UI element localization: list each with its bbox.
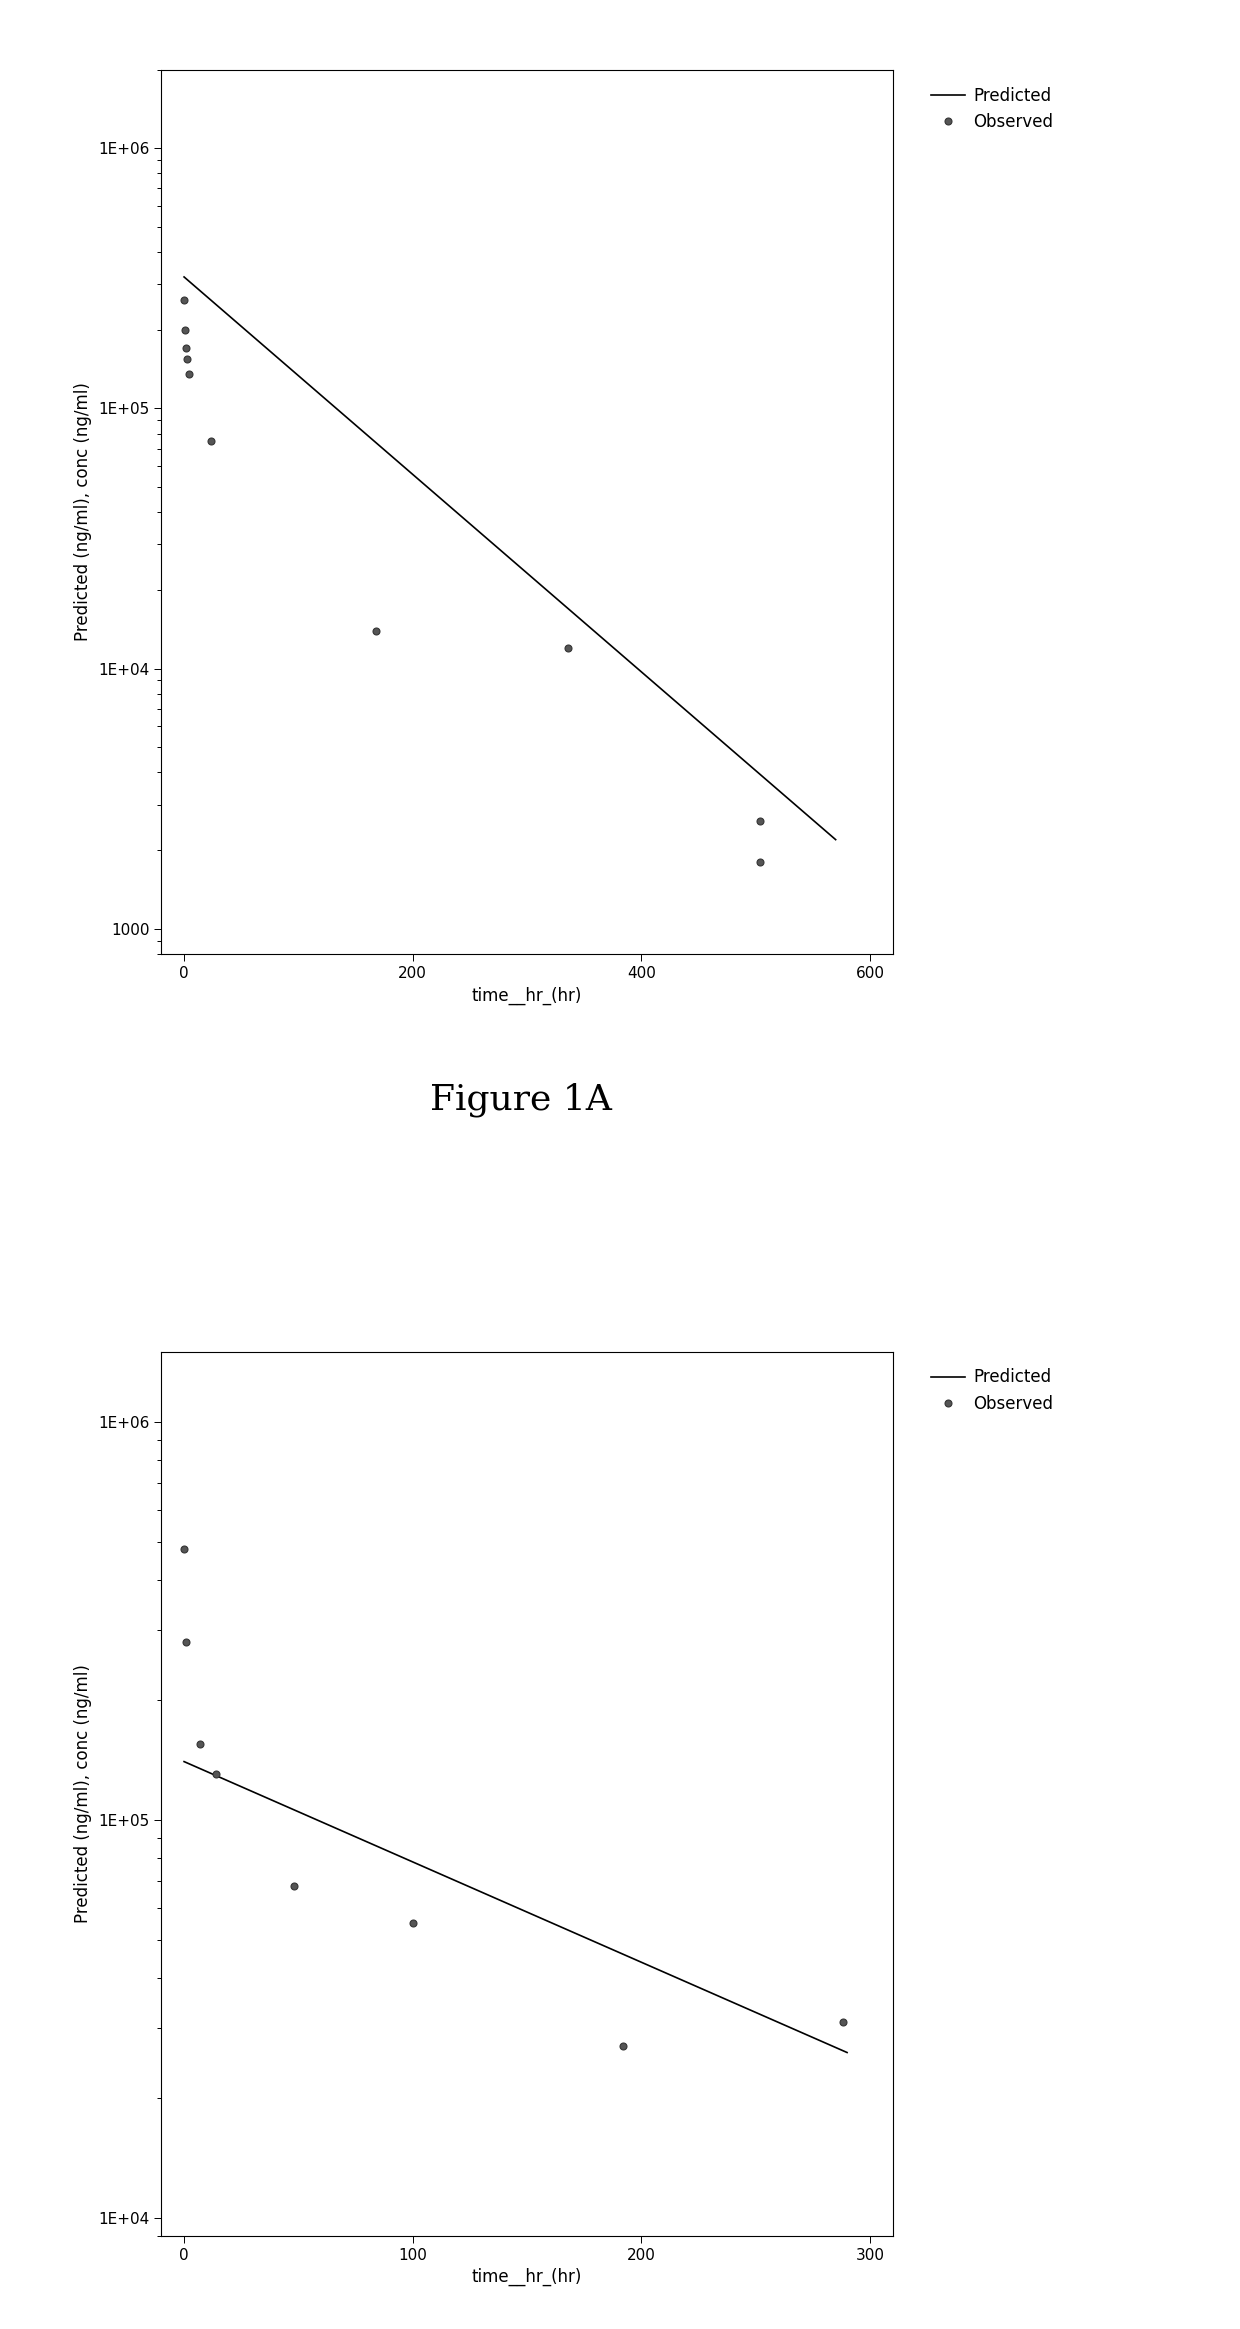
Observed xyxy=(180,345,195,373)
Observed xyxy=(176,286,191,314)
Line: Observed: Observed xyxy=(181,296,764,866)
Observed xyxy=(560,633,575,661)
Y-axis label: Predicted (ng/ml), conc (ng/ml): Predicted (ng/ml), conc (ng/ml) xyxy=(74,1665,93,1924)
Observed xyxy=(205,426,219,454)
Observed xyxy=(835,2008,849,2036)
Observed xyxy=(286,1873,301,1900)
Observed xyxy=(208,1761,223,1789)
Observed xyxy=(368,617,383,645)
Line: Observed: Observed xyxy=(181,1544,846,2050)
Observed xyxy=(753,848,768,876)
Observed xyxy=(615,2031,630,2059)
Observed xyxy=(179,1628,193,1656)
Observed xyxy=(177,317,192,345)
X-axis label: time__hr_(hr): time__hr_(hr) xyxy=(471,985,583,1004)
X-axis label: time__hr_(hr): time__hr_(hr) xyxy=(471,2268,583,2287)
Observed xyxy=(753,806,768,834)
Observed xyxy=(179,335,193,363)
Text: Figure 1A: Figure 1A xyxy=(430,1083,611,1116)
Observed xyxy=(192,1730,207,1758)
Observed xyxy=(405,1910,420,1938)
Legend: Predicted, Observed: Predicted, Observed xyxy=(923,79,1061,140)
Y-axis label: Predicted (ng/ml), conc (ng/ml): Predicted (ng/ml), conc (ng/ml) xyxy=(74,382,93,640)
Observed xyxy=(181,361,196,389)
Observed xyxy=(176,1535,191,1563)
Legend: Predicted, Observed: Predicted, Observed xyxy=(923,1360,1061,1421)
